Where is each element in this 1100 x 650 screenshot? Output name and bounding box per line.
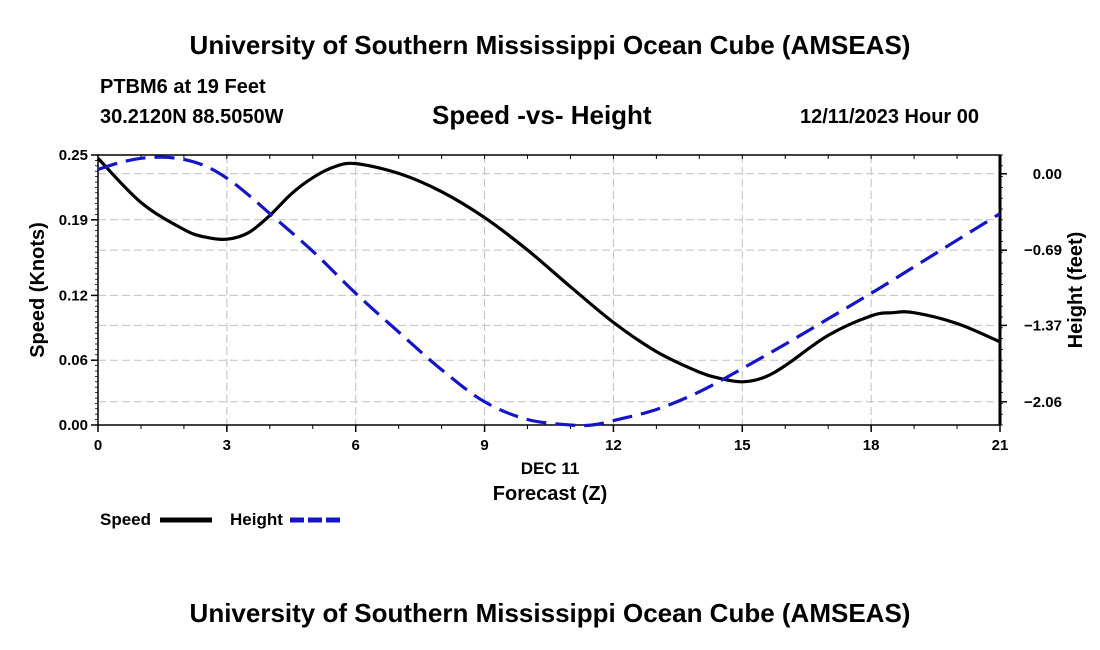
- y-left-tick-label: 0.19: [59, 212, 88, 229]
- y-left-tick-label: 0.25: [59, 147, 88, 164]
- x-tick-label: 9: [480, 437, 488, 454]
- tick-labels: 0 3 6 9 12 15 18 21 0.00 0.06 0.12 0.19 0.25 0.00 −0.6…: [59, 147, 1062, 454]
- y-left-tick-label: 0.12: [59, 287, 88, 304]
- y-axis-left-label: Speed (Knots): [27, 222, 49, 358]
- axis-ticks: [91, 154, 1007, 432]
- x-axis-date-label: DEC 11: [521, 459, 580, 478]
- forecast-datetime: 12/11/2023 Hour 00: [800, 106, 980, 128]
- x-axis-label: Forecast (Z): [493, 483, 607, 505]
- station-label: PTBM6 at 19 Feet: [100, 76, 266, 98]
- x-tick-label: 3: [223, 437, 231, 454]
- chart-svg: 0 3 6 9 12 15 18 21 0.00 0.06 0.12 0.19 0.25 0.00 −0.6…: [27, 147, 1087, 523]
- y-right-tick-label: −0.69: [1024, 242, 1062, 259]
- x-tick-label: 15: [734, 437, 751, 454]
- x-tick-label: 12: [605, 437, 622, 454]
- x-tick-label: 21: [992, 437, 1009, 454]
- x-tick-label: 18: [863, 437, 880, 454]
- height-line: [97, 155, 1001, 428]
- plot-frame: [97, 154, 1001, 426]
- x-tick-label: 6: [352, 437, 360, 454]
- y-right-tick-label: −2.06: [1024, 394, 1062, 411]
- legend-speed-label: Speed: [100, 510, 152, 529]
- grid: [98, 155, 1000, 425]
- legend-height-label: Height: [230, 510, 283, 529]
- speed-line: [96, 157, 1001, 384]
- footer-title: University of Southern Mississippi Ocean…: [189, 598, 911, 628]
- station-coordinates: 30.2120N 88.5050W: [100, 106, 284, 128]
- series: [96, 155, 1001, 428]
- y-right-tick-label: 0.00: [1033, 166, 1062, 183]
- x-tick-label: 0: [94, 437, 102, 454]
- main-title: University of Southern Mississippi Ocean…: [189, 30, 911, 60]
- y-axis-right-label: Height (feet): [1065, 232, 1087, 349]
- chart-title: Speed -vs- Height: [432, 100, 652, 130]
- y-right-tick-label: −1.37: [1024, 317, 1062, 334]
- y-left-tick-label: 0.06: [59, 352, 88, 369]
- y-left-tick-label: 0.00: [59, 417, 88, 434]
